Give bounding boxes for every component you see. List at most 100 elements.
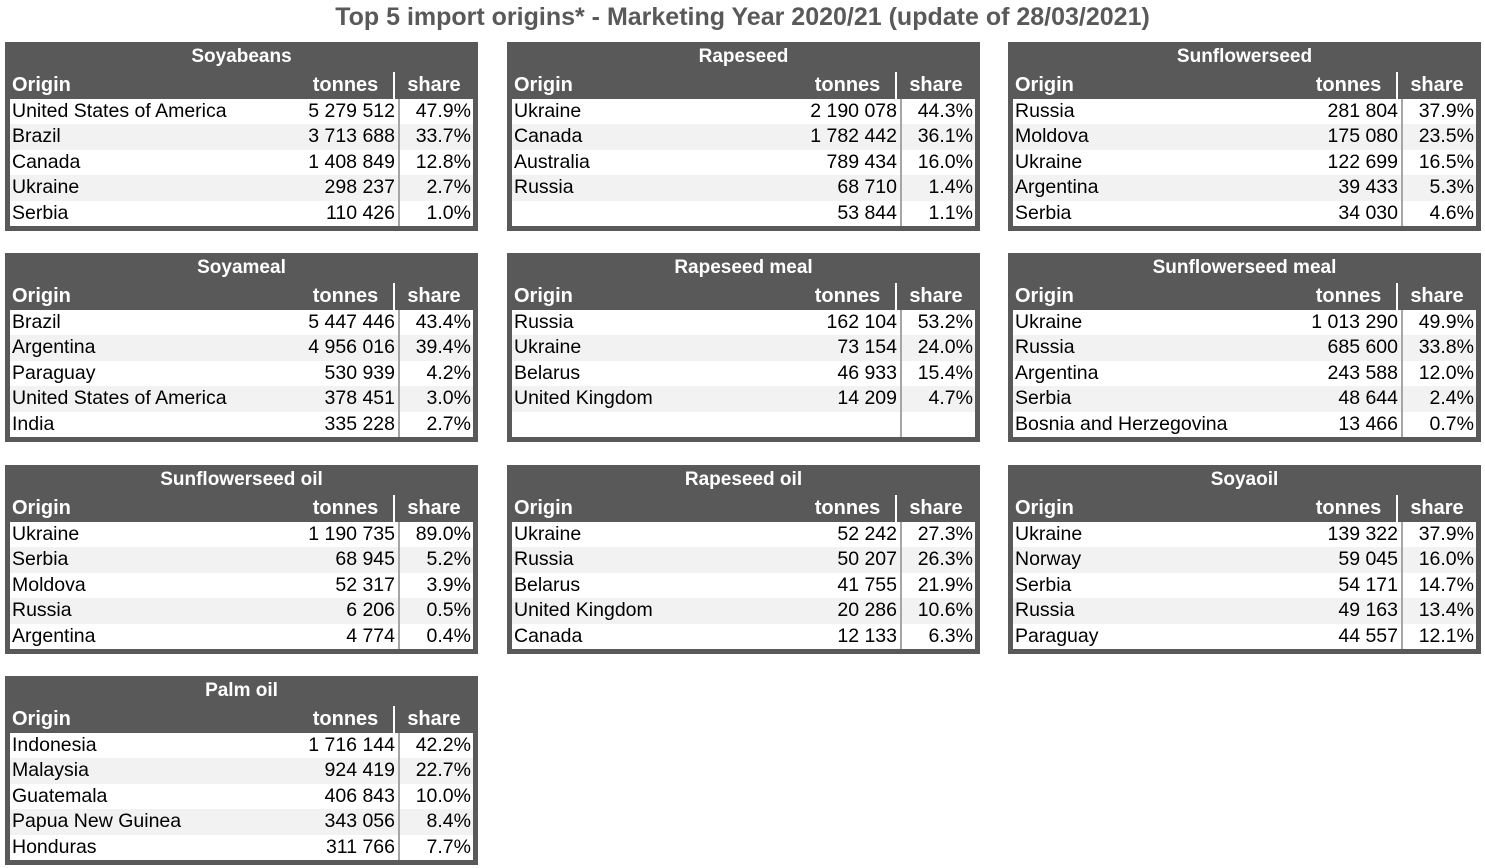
column-header-tonnes: tonnes [814,285,881,307]
column-header-share: share [895,72,975,99]
cell-tonnes: 311 766 [325,835,395,858]
cell-share: 42.2% [398,733,473,759]
panel-soyameal: Soyameal Origin tonnes share Brazil 5 447 446… [5,253,478,442]
cell-tonnes: 4 774 [346,624,395,647]
panel-sunflowerseed: Sunflowerseed Origin tonnes share Russia 281 … [1008,42,1481,231]
cell-tonnes: 122 699 [1327,150,1399,173]
cell-share: 13.4% [1401,598,1476,624]
table-row: Serbia 34 030 4.6% [1013,200,1476,226]
cell-share: 4.2% [398,360,473,387]
cell-share: 37.9% [1401,99,1476,125]
table-row: Belarus 46 933 15.4% [512,360,975,387]
table-row: Serbia 68 945 5.2% [10,547,473,573]
cell-tonnes: 20 286 [837,599,897,622]
table-row: Russia 281 804 37.9% [1013,99,1476,125]
cell-share: 5.3% [1401,175,1476,201]
cell-share: 43.4% [398,310,473,336]
column-header-tonnes: tonnes [312,708,379,730]
table-row: United States of America 378 451 3.0% [10,386,473,412]
cell-origin: Norway [1015,548,1082,571]
table-row: Ukraine 1 190 735 89.0% [10,522,473,548]
cell-origin: Ukraine [514,100,582,122]
cell-share: 33.8% [1401,335,1476,361]
cell-share: 0.5% [398,598,473,624]
panel-title: Rapeseed meal [674,257,813,278]
table-row: United Kingdom 20 286 10.6% [512,598,975,624]
cell-tonnes: 73 154 [837,336,897,359]
table-row: Brazil 5 447 446 43.4% [10,310,473,336]
cell-tonnes: 68 945 [335,548,395,571]
cell-origin: Belarus [514,361,581,384]
column-header-share: share [393,72,473,99]
panel-title: Rapeseed [698,46,789,67]
cell-share: 1.4% [900,175,975,201]
table-row: Serbia 110 426 1.0% [10,200,473,226]
column-header-share: share [393,495,473,522]
cell-tonnes: 162 104 [826,311,898,333]
panel-sunflowerseed-oil: Sunflowerseed oil Origin tonnes share Ukrain… [5,465,478,654]
cell-origin: Australia [514,150,590,173]
table-header-row: Origin tonnes share [1013,495,1476,522]
cell-tonnes: 281 804 [1327,100,1399,122]
table-row: Argentina 4 956 016 39.4% [10,335,473,361]
table-row: Australia 789 434 16.0% [512,149,975,176]
cell-tonnes: 44 557 [1338,624,1398,647]
table-row: Argentina 243 588 12.0% [1013,360,1476,387]
column-header-tonnes: tonnes [1315,497,1382,519]
cell-origin: India [12,412,55,435]
cell-share: 53.2% [900,310,975,336]
column-header-tonnes: tonnes [312,497,379,519]
column-header-tonnes: tonnes [312,285,379,307]
cell-origin: Canada [514,125,583,148]
cell-share: 0.7% [1401,411,1476,437]
cell-origin: Ukraine [1015,150,1083,173]
cell-share: 33.7% [398,124,473,150]
cell-origin: United States of America [12,100,227,122]
cell-share: 47.9% [398,99,473,125]
table-header-row: Origin tonnes share [1013,283,1476,310]
cell-origin: Papua New Guinea [12,810,182,833]
cell-origin: Serbia [12,201,69,224]
cell-origin [512,412,800,437]
cell-share: 10.0% [398,783,473,810]
table-row: Russia 68 710 1.4% [512,175,975,201]
cell-origin: Ukraine [12,523,80,545]
cell-tonnes: 139 322 [1327,523,1399,545]
table-row: Russia 685 600 33.8% [1013,335,1476,361]
cell-origin: Ukraine [514,523,582,545]
cell-origin: Russia [514,548,574,571]
column-header-share: share [1396,495,1476,522]
column-header-origin: Origin [12,285,71,307]
column-header-share: share [895,495,975,522]
cell-origin: United Kingdom [514,387,653,410]
cell-origin: United Kingdom [514,599,653,622]
panel-rapeseed-meal: Rapeseed meal Origin tonnes share Russia 162 … [507,253,980,442]
cell-tonnes: 54 171 [1338,573,1398,596]
cell-share: 16.0% [1401,547,1476,573]
cell-share: 2.7% [398,411,473,437]
column-header-origin: Origin [1015,285,1074,307]
cell-share: 24.0% [900,335,975,361]
column-header-origin: Origin [12,74,71,96]
cell-tonnes: 406 843 [324,784,396,807]
column-header-origin: Origin [1015,74,1074,96]
cell-tonnes: 48 644 [1338,387,1398,410]
cell-share: 16.0% [900,149,975,176]
cell-tonnes: 41 755 [837,573,897,596]
column-header-tonnes: tonnes [1315,74,1382,96]
cell-tonnes: 34 030 [1338,201,1398,224]
cell-tonnes: 243 588 [1327,361,1399,384]
cell-share: 37.9% [1401,522,1476,548]
cell-origin: Belarus [514,573,581,596]
cell-share: 16.5% [1401,149,1476,176]
cell-tonnes: 335 228 [324,412,396,435]
table-header-row: Origin tonnes share [10,72,473,99]
column-header-tonnes: tonnes [814,74,881,96]
cell-tonnes: 6 206 [346,599,395,622]
cell-origin: Serbia [1015,573,1072,596]
column-header-share: share [393,283,473,310]
table-row: Paraguay 530 939 4.2% [10,360,473,387]
table-row: Ukraine 52 242 27.3% [512,522,975,548]
cell-origin: Indonesia [12,734,97,756]
table-row: Serbia 48 644 2.4% [1013,386,1476,412]
